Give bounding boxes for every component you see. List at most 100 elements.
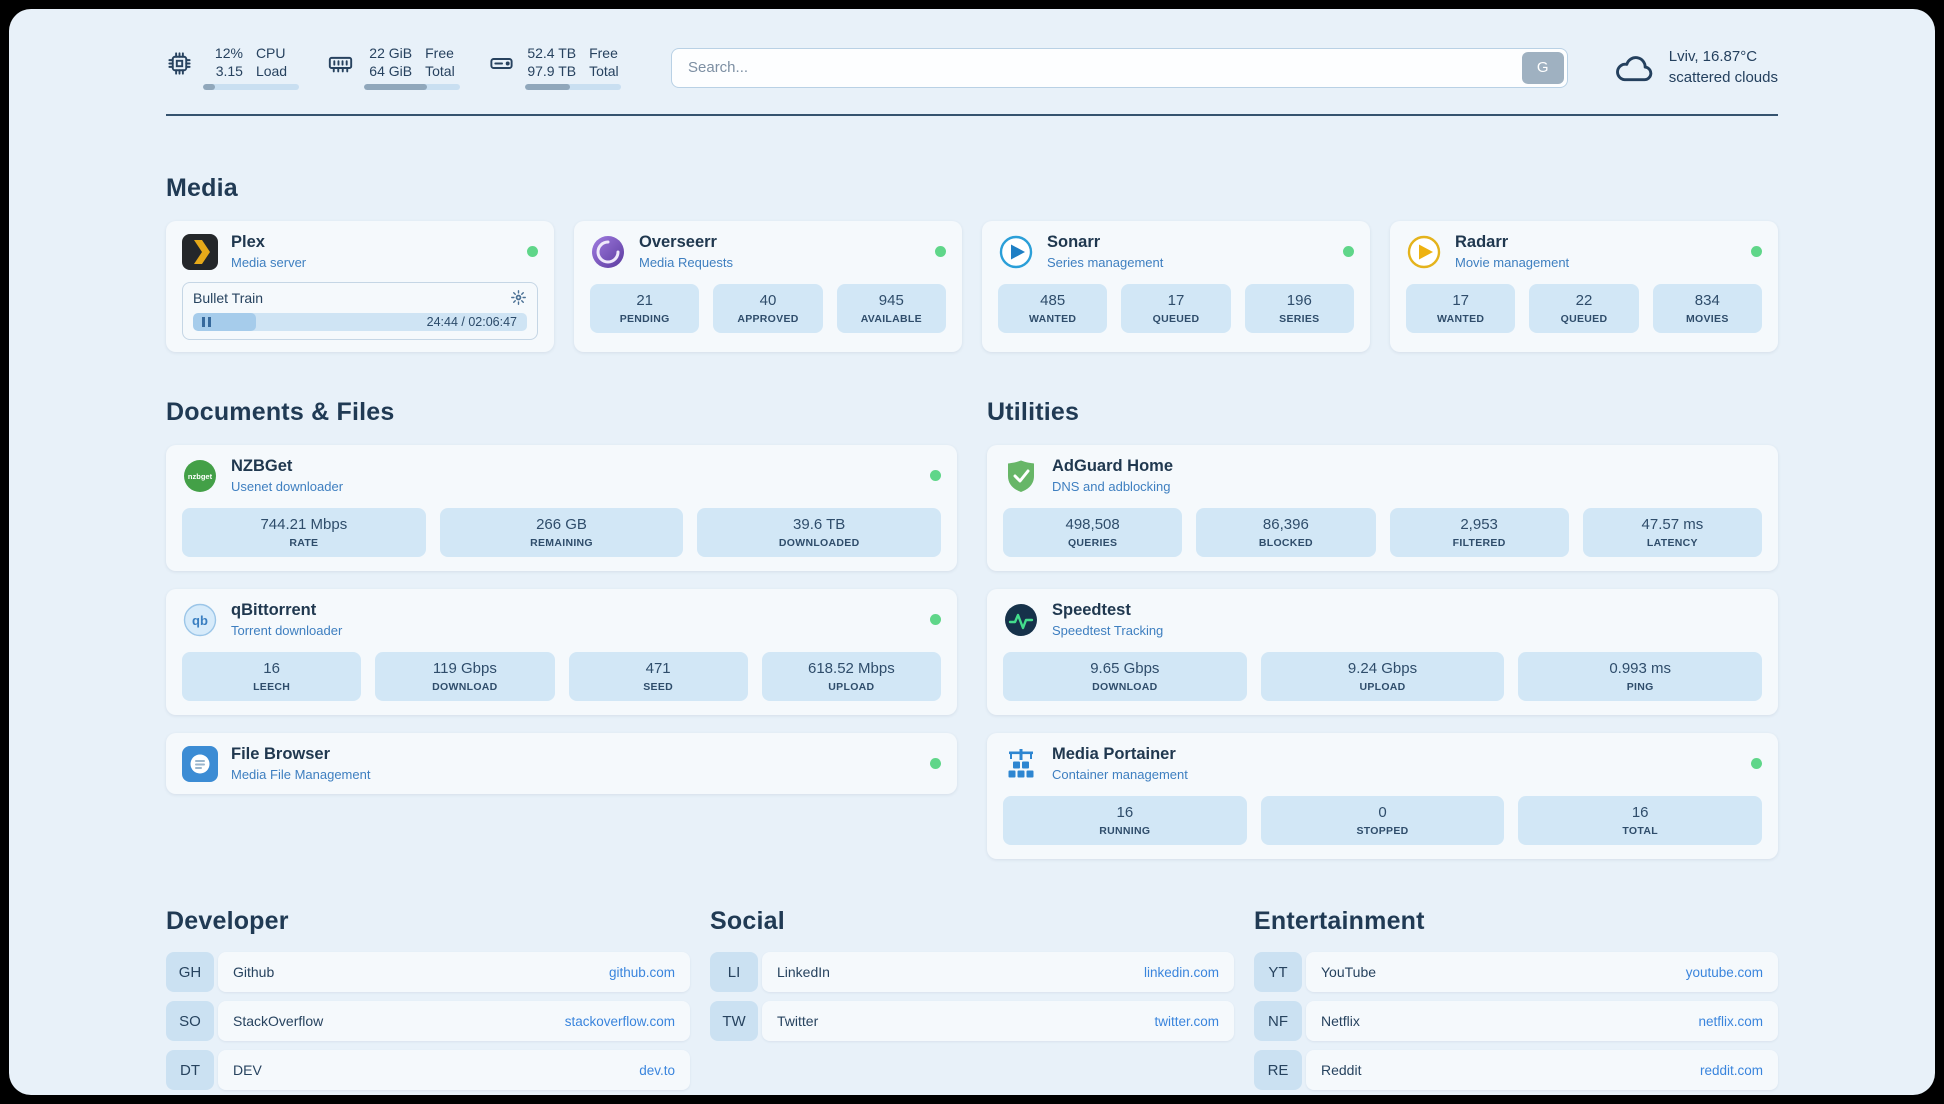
radarr-icon: [1406, 234, 1442, 270]
stat-value: 17: [1452, 292, 1469, 309]
stat-value: 485: [1040, 292, 1066, 309]
cpu-load-value: 3.15: [215, 63, 243, 79]
cloud-icon: [1612, 50, 1656, 86]
radarr-app-link[interactable]: Radarr Movie management: [1390, 221, 1778, 282]
stat-box: 618.52 Mbps UPLOAD: [761, 652, 941, 701]
stat-box: 16 RUNNING: [1003, 796, 1247, 845]
stat-box: 266 GB REMAINING: [439, 508, 684, 557]
adguard-subtitle: DNS and adblocking: [1052, 479, 1171, 494]
filebrowser-app-link[interactable]: File Browser Media File Management: [166, 733, 957, 794]
memory-progress-bar: [364, 84, 460, 90]
search-input[interactable]: [675, 59, 1522, 76]
bookmark-abbr: DT: [166, 1050, 214, 1090]
bookmark-abbr: GH: [166, 952, 214, 992]
stat-label: SEED: [643, 681, 674, 693]
adguard-app-link[interactable]: AdGuard Home DNS and adblocking: [987, 445, 1778, 506]
stat-value: 16: [263, 660, 280, 677]
search-provider-button[interactable]: G: [1521, 51, 1564, 84]
overseerr-app-link[interactable]: Overseerr Media Requests: [574, 221, 962, 282]
speedtest-icon: [1003, 602, 1039, 638]
stat-label: QUEUED: [1152, 313, 1200, 325]
documents-section: Documents & Files nzbget NZBGet Usenet d…: [166, 398, 957, 794]
bookmark-twitter[interactable]: TW Twitter twitter.com: [710, 1001, 1234, 1041]
stat-label: DOWNLOAD: [1092, 681, 1158, 693]
stat-label: DOWNLOADED: [778, 537, 860, 549]
bookmark-abbr: TW: [710, 1001, 758, 1041]
stat-box: 17 WANTED: [1406, 284, 1516, 333]
stat-value: 9.65 Gbps: [1090, 660, 1160, 677]
stat-value: 744.21 Mbps: [260, 516, 348, 533]
bookmark-dev[interactable]: DT DEV dev.to: [166, 1050, 690, 1090]
pause-icon[interactable]: [202, 317, 211, 327]
stat-value: 834: [1694, 292, 1720, 309]
bookmark-abbr: SO: [166, 1001, 214, 1041]
disk-widget: 52.4 TB Free 97.9 TB Total: [488, 45, 621, 90]
portainer-card: Media Portainer Container management 16 …: [987, 733, 1778, 859]
playback-progress-bar: 24:44 / 02:06:47: [193, 313, 527, 331]
stat-label: FILTERED: [1452, 537, 1506, 549]
utilities-section: Utilities AdGuard Home DNS and adblockin…: [987, 398, 1778, 859]
qbittorrent-card: qb qBittorrent Torrent downloader 16 LEE…: [166, 589, 957, 715]
bookmark-youtube[interactable]: YT YouTube youtube.com: [1254, 952, 1778, 992]
top-bar: 12% CPU 3.15 Load 22: [166, 45, 1778, 90]
qbittorrent-app-link[interactable]: qb qBittorrent Torrent downloader: [166, 589, 957, 650]
plex-subtitle: Media server: [231, 255, 307, 270]
stat-value: 498,508: [1065, 516, 1120, 533]
section-title-media: Media: [166, 174, 238, 202]
overseerr-title: Overseerr: [639, 233, 717, 251]
bookmark-linkedin[interactable]: LI LinkedIn linkedin.com: [710, 952, 1234, 992]
bookmark-stackoverflow[interactable]: SO StackOverflow stackoverflow.com: [166, 1001, 690, 1041]
stat-box: 16 TOTAL: [1518, 796, 1763, 845]
stat-box: 945 AVAILABLE: [836, 284, 946, 333]
stat-label: RUNNING: [1099, 825, 1151, 837]
bookmark-name: StackOverflow: [233, 1013, 324, 1029]
search-bar: G: [671, 47, 1568, 88]
memory-widget: 22 GiB Free 64 GiB Total: [327, 45, 460, 90]
bookmark-url: linkedin.com: [1143, 964, 1219, 980]
stat-label: MOVIES: [1685, 313, 1729, 325]
plex-app-link[interactable]: Plex Media server: [166, 221, 554, 282]
bookmark-name: LinkedIn: [777, 964, 830, 980]
stat-label: LEECH: [253, 681, 291, 693]
speedtest-subtitle: Speedtest Tracking: [1052, 623, 1164, 638]
stat-box: 16 LEECH: [182, 652, 362, 701]
sonarr-title: Sonarr: [1047, 233, 1101, 251]
portainer-subtitle: Container management: [1052, 767, 1188, 782]
bookmarks-developer: Developer GH Github github.com SO StackO…: [166, 907, 690, 1095]
media-section: Media Plex Media server: [166, 174, 1778, 352]
stat-box: 485 WANTED: [998, 284, 1108, 333]
radarr-title: Radarr: [1455, 233, 1509, 251]
stat-value: 16: [1116, 804, 1134, 821]
bookmark-netflix[interactable]: NF Netflix netflix.com: [1254, 1001, 1778, 1041]
stat-box: 40 APPROVED: [713, 284, 823, 333]
gear-icon[interactable]: [510, 289, 527, 306]
disk-icon: [488, 50, 515, 77]
sonarr-icon: [998, 234, 1034, 270]
bookmark-github[interactable]: GH Github github.com: [166, 952, 690, 992]
bookmark-reddit[interactable]: RE Reddit reddit.com: [1254, 1050, 1778, 1090]
bookmark-abbr: LI: [710, 952, 758, 992]
section-title-documents: Documents & Files: [166, 398, 395, 426]
nzbget-app-link[interactable]: nzbget NZBGet Usenet downloader: [166, 445, 957, 506]
stat-box: 119 Gbps DOWNLOAD: [375, 652, 555, 701]
overseerr-card: Overseerr Media Requests 21 PENDING 40 A…: [574, 221, 962, 352]
speedtest-app-link[interactable]: Speedtest Speedtest Tracking: [987, 589, 1778, 650]
portainer-app-link[interactable]: Media Portainer Container management: [987, 733, 1778, 794]
bookmark-url: stackoverflow.com: [564, 1013, 675, 1029]
stat-label: PENDING: [619, 313, 670, 325]
now-playing-title: Bullet Train: [193, 289, 264, 306]
stat-value: 266 GB: [536, 516, 587, 533]
stat-value: 0.993 ms: [1609, 660, 1672, 677]
sonarr-card: Sonarr Series management 485 WANTED 17 Q…: [982, 221, 1370, 352]
section-title-utilities: Utilities: [987, 398, 1080, 426]
plex-card: Plex Media server Bullet Train: [166, 221, 554, 352]
memory-icon: [327, 50, 354, 77]
bookmarks-entertainment: Entertainment YT YouTube youtube.com NF …: [1254, 907, 1778, 1095]
stat-box: 47.57 ms LATENCY: [1582, 508, 1762, 557]
sonarr-app-link[interactable]: Sonarr Series management: [982, 221, 1370, 282]
bookmark-url: reddit.com: [1699, 1062, 1763, 1078]
stat-box: 2,953 FILTERED: [1389, 508, 1569, 557]
weather-location: Lviv, 16.87°C: [1668, 48, 1758, 66]
adguard-card: AdGuard Home DNS and adblocking 498,508 …: [987, 445, 1778, 571]
disk-progress-bar: [525, 84, 621, 90]
